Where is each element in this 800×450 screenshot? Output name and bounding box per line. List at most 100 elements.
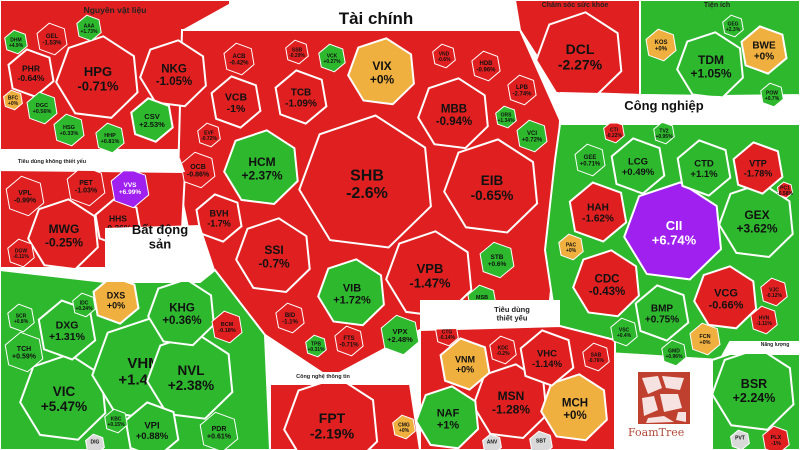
cell-kos[interactable] bbox=[645, 28, 677, 62]
change-label-ssi: -0.7% bbox=[258, 256, 290, 270]
cell-hsg[interactable] bbox=[53, 113, 85, 147]
cell-ctd[interactable] bbox=[676, 139, 732, 197]
cell-vci[interactable] bbox=[516, 119, 548, 153]
cell-mbb[interactable] bbox=[417, 77, 489, 150]
cell-cti[interactable] bbox=[603, 120, 625, 144]
cell-sbt[interactable] bbox=[529, 430, 553, 450]
cell-bmp[interactable] bbox=[634, 284, 690, 342]
foamtree-logo: FoamTree bbox=[618, 368, 708, 446]
cell-dhm[interactable] bbox=[4, 29, 28, 55]
cell-ors[interactable] bbox=[495, 105, 517, 129]
ticker-label-vpi: VPI bbox=[144, 421, 159, 432]
cell-pc1[interactable] bbox=[776, 181, 794, 199]
change-label-naf: +1% bbox=[437, 419, 460, 431]
cell-vcg[interactable] bbox=[693, 265, 758, 330]
cell-plx[interactable] bbox=[762, 425, 790, 450]
cell-vhc[interactable] bbox=[519, 329, 575, 387]
cell-sab[interactable] bbox=[582, 342, 610, 372]
cell-vnd[interactable] bbox=[432, 43, 456, 69]
ticker-label-vck: VCK bbox=[327, 53, 338, 59]
cell-nkg[interactable] bbox=[139, 39, 207, 108]
cell-eib[interactable] bbox=[443, 138, 539, 234]
cell-cii[interactable] bbox=[623, 181, 723, 281]
cell-vck[interactable] bbox=[318, 43, 346, 73]
cell-naf[interactable] bbox=[415, 385, 480, 450]
cell-tv2[interactable] bbox=[653, 121, 675, 145]
cell-hhp[interactable] bbox=[95, 122, 125, 154]
cell-idc[interactable] bbox=[72, 292, 96, 318]
cell-pac[interactable] bbox=[558, 233, 584, 261]
cell-dgw[interactable] bbox=[7, 238, 35, 268]
cell-bvh[interactable] bbox=[195, 193, 243, 243]
cell-gel[interactable] bbox=[36, 22, 68, 56]
cell-hvn[interactable] bbox=[750, 305, 778, 335]
cell-vib[interactable] bbox=[317, 258, 385, 327]
cell-fpt[interactable] bbox=[283, 376, 379, 450]
ticker-label-ctg: CTG bbox=[442, 329, 453, 335]
cell-vpl[interactable] bbox=[5, 175, 45, 217]
cell-shb[interactable] bbox=[298, 114, 432, 249]
cell-nvl[interactable] bbox=[146, 332, 234, 420]
cell-hdb[interactable] bbox=[471, 50, 501, 82]
cell-evf[interactable] bbox=[197, 122, 221, 148]
change-label-aaa: +1.73% bbox=[80, 29, 98, 35]
cell-pow[interactable] bbox=[760, 82, 784, 108]
cell-acb[interactable] bbox=[223, 42, 255, 76]
cell-hah[interactable] bbox=[568, 181, 628, 243]
cell-mch[interactable] bbox=[540, 373, 608, 442]
cell-scr[interactable] bbox=[7, 303, 35, 333]
cell-ssi[interactable] bbox=[235, 217, 311, 294]
cell-fcn[interactable] bbox=[689, 322, 721, 356]
ticker-label-vib: VIB bbox=[343, 282, 361, 294]
cell-bfc[interactable] bbox=[3, 89, 23, 111]
cell-tcb[interactable] bbox=[274, 69, 328, 125]
cell-bwe[interactable] bbox=[740, 25, 788, 75]
cell-aaa[interactable] bbox=[76, 14, 102, 42]
cell-geg[interactable] bbox=[722, 14, 744, 38]
cell-bcm[interactable] bbox=[211, 310, 243, 344]
cell-vnm[interactable] bbox=[439, 337, 491, 391]
ticker-label-vsc: VSC bbox=[619, 327, 630, 333]
cell-khg[interactable] bbox=[147, 278, 215, 347]
cell-ssb[interactable] bbox=[285, 39, 309, 65]
cell-pdr[interactable] bbox=[199, 411, 239, 450]
cell-vjc[interactable] bbox=[760, 277, 788, 307]
ticker-label-tcb: TCB bbox=[291, 88, 312, 99]
cell-dxs[interactable] bbox=[92, 275, 140, 325]
change-label-sab: -0.76% bbox=[588, 358, 604, 364]
cell-vsc[interactable] bbox=[610, 317, 638, 347]
cell-kbc[interactable] bbox=[104, 408, 128, 434]
cell-gmd[interactable] bbox=[661, 339, 687, 367]
cell-vcb[interactable] bbox=[210, 75, 262, 129]
cell-vtp[interactable] bbox=[732, 141, 784, 195]
cell-lcg[interactable] bbox=[610, 137, 666, 195]
cell-kdc[interactable] bbox=[489, 335, 517, 365]
cell-gex[interactable] bbox=[718, 182, 794, 259]
cell-bsr[interactable] bbox=[711, 347, 795, 431]
cell-vix[interactable] bbox=[347, 37, 415, 106]
cell-bid[interactable] bbox=[275, 302, 305, 334]
ticker-label-dgw: DGW bbox=[15, 248, 28, 254]
cell-cmg[interactable] bbox=[392, 414, 416, 440]
cell-hcm[interactable] bbox=[223, 129, 299, 206]
cell-hpg[interactable] bbox=[55, 35, 139, 119]
cell-cdc[interactable] bbox=[572, 249, 640, 318]
cell-dgc[interactable] bbox=[26, 91, 58, 125]
cell-stb[interactable] bbox=[479, 241, 515, 279]
cell-dig[interactable] bbox=[85, 433, 105, 450]
cell-vvs[interactable] bbox=[110, 167, 150, 209]
cell-tpb[interactable] bbox=[305, 334, 327, 358]
ticker-label-sbt: SBT bbox=[536, 438, 546, 444]
change-label-pc1: -0.58% bbox=[777, 191, 793, 197]
change-label-stb: +0.6% bbox=[488, 261, 507, 268]
cell-mwg[interactable] bbox=[27, 198, 99, 271]
cell-tch[interactable] bbox=[4, 331, 44, 373]
cell-vpx[interactable] bbox=[380, 314, 420, 356]
cell-gee[interactable] bbox=[574, 143, 606, 177]
cell-anv[interactable] bbox=[482, 433, 502, 450]
ticker-label-gee: GEE bbox=[584, 155, 597, 161]
cell-fts[interactable] bbox=[334, 325, 364, 357]
cell-pet[interactable] bbox=[66, 165, 106, 207]
cell-csv[interactable] bbox=[130, 97, 174, 143]
cell-lpb[interactable] bbox=[507, 74, 537, 106]
